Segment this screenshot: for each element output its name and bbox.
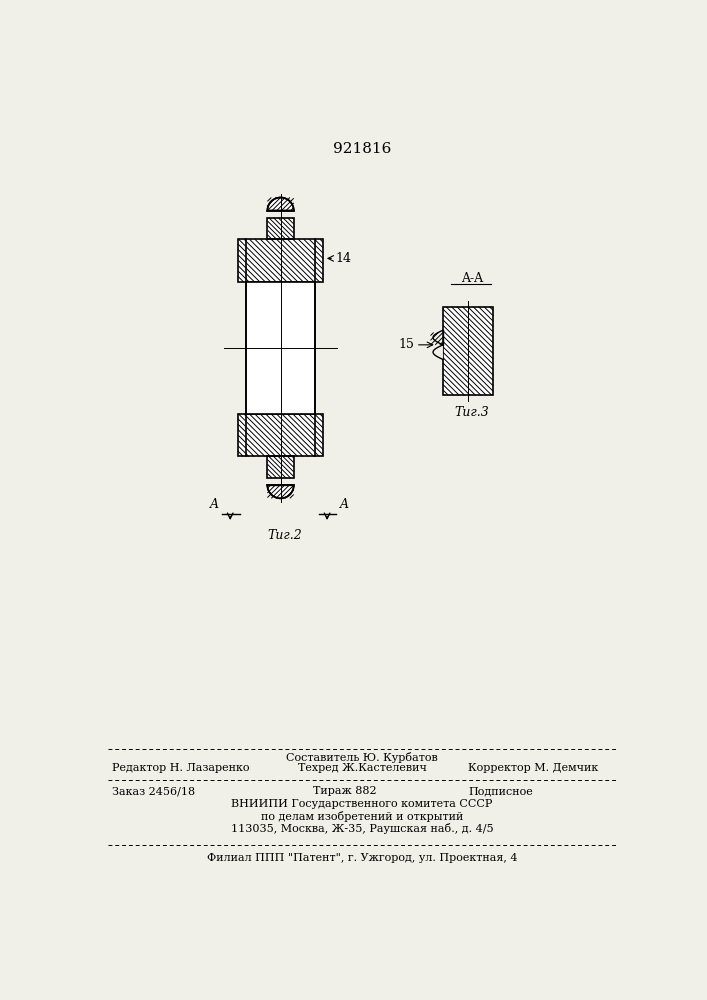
Bar — [267, 456, 293, 478]
Bar — [238, 414, 323, 456]
Polygon shape — [433, 330, 443, 359]
Bar — [443, 307, 493, 395]
Text: Филиал ППП "Патент", г. Ужгород, ул. Проектная, 4: Филиал ППП "Патент", г. Ужгород, ул. Про… — [206, 853, 518, 863]
Text: Τиг.3: Τиг.3 — [455, 406, 489, 419]
Bar — [247, 282, 315, 414]
Text: Составитель Ю. Курбатов: Составитель Ю. Курбатов — [286, 752, 438, 763]
Bar — [443, 307, 493, 395]
Text: 14: 14 — [336, 252, 351, 265]
Text: Τиг.2: Τиг.2 — [267, 529, 302, 542]
Text: 15: 15 — [398, 338, 414, 351]
Text: A: A — [340, 498, 349, 511]
Bar — [267, 218, 293, 239]
Text: 113035, Москва, Ж-35, Раушская наб., д. 4/5: 113035, Москва, Ж-35, Раушская наб., д. … — [230, 823, 493, 834]
Text: Заказ 2456/18: Заказ 2456/18 — [112, 786, 194, 796]
Text: 921816: 921816 — [333, 142, 391, 156]
Text: по делам изобретений и открытий: по делам изобретений и открытий — [261, 811, 463, 822]
Wedge shape — [267, 198, 293, 211]
Text: Корректор М. Демчик: Корректор М. Демчик — [468, 763, 598, 773]
Text: Техред Ж.Кастелевич: Техред Ж.Кастелевич — [298, 763, 426, 773]
Text: Редактор Н. Лазаренко: Редактор Н. Лазаренко — [112, 763, 249, 773]
Bar — [267, 218, 293, 239]
Bar — [238, 414, 323, 456]
Bar — [238, 239, 323, 282]
Text: Подписное: Подписное — [468, 786, 533, 796]
Text: Тираж 882: Тираж 882 — [313, 786, 377, 796]
Text: ВНИИПИ Государственного комитета СССР: ВНИИПИ Государственного комитета СССР — [231, 799, 493, 809]
Wedge shape — [267, 485, 293, 498]
Bar — [267, 456, 293, 478]
Text: A: A — [209, 498, 218, 511]
Bar — [238, 239, 323, 282]
Text: A-A: A-A — [461, 272, 483, 285]
